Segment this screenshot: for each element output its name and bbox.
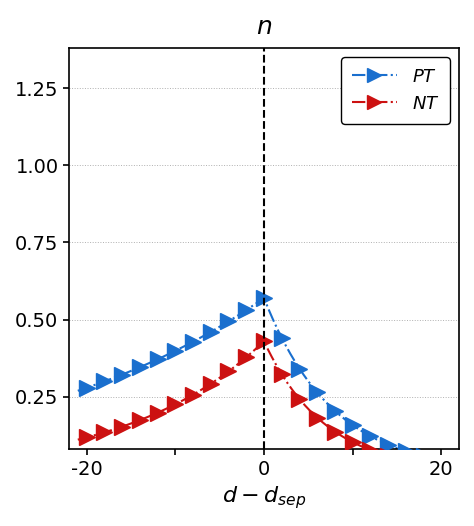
X-axis label: $d - d_{sep}$: $d - d_{sep}$: [222, 484, 306, 511]
Title: $n$: $n$: [256, 15, 272, 39]
Legend: $PT$, $NT$: $PT$, $NT$: [341, 57, 450, 124]
